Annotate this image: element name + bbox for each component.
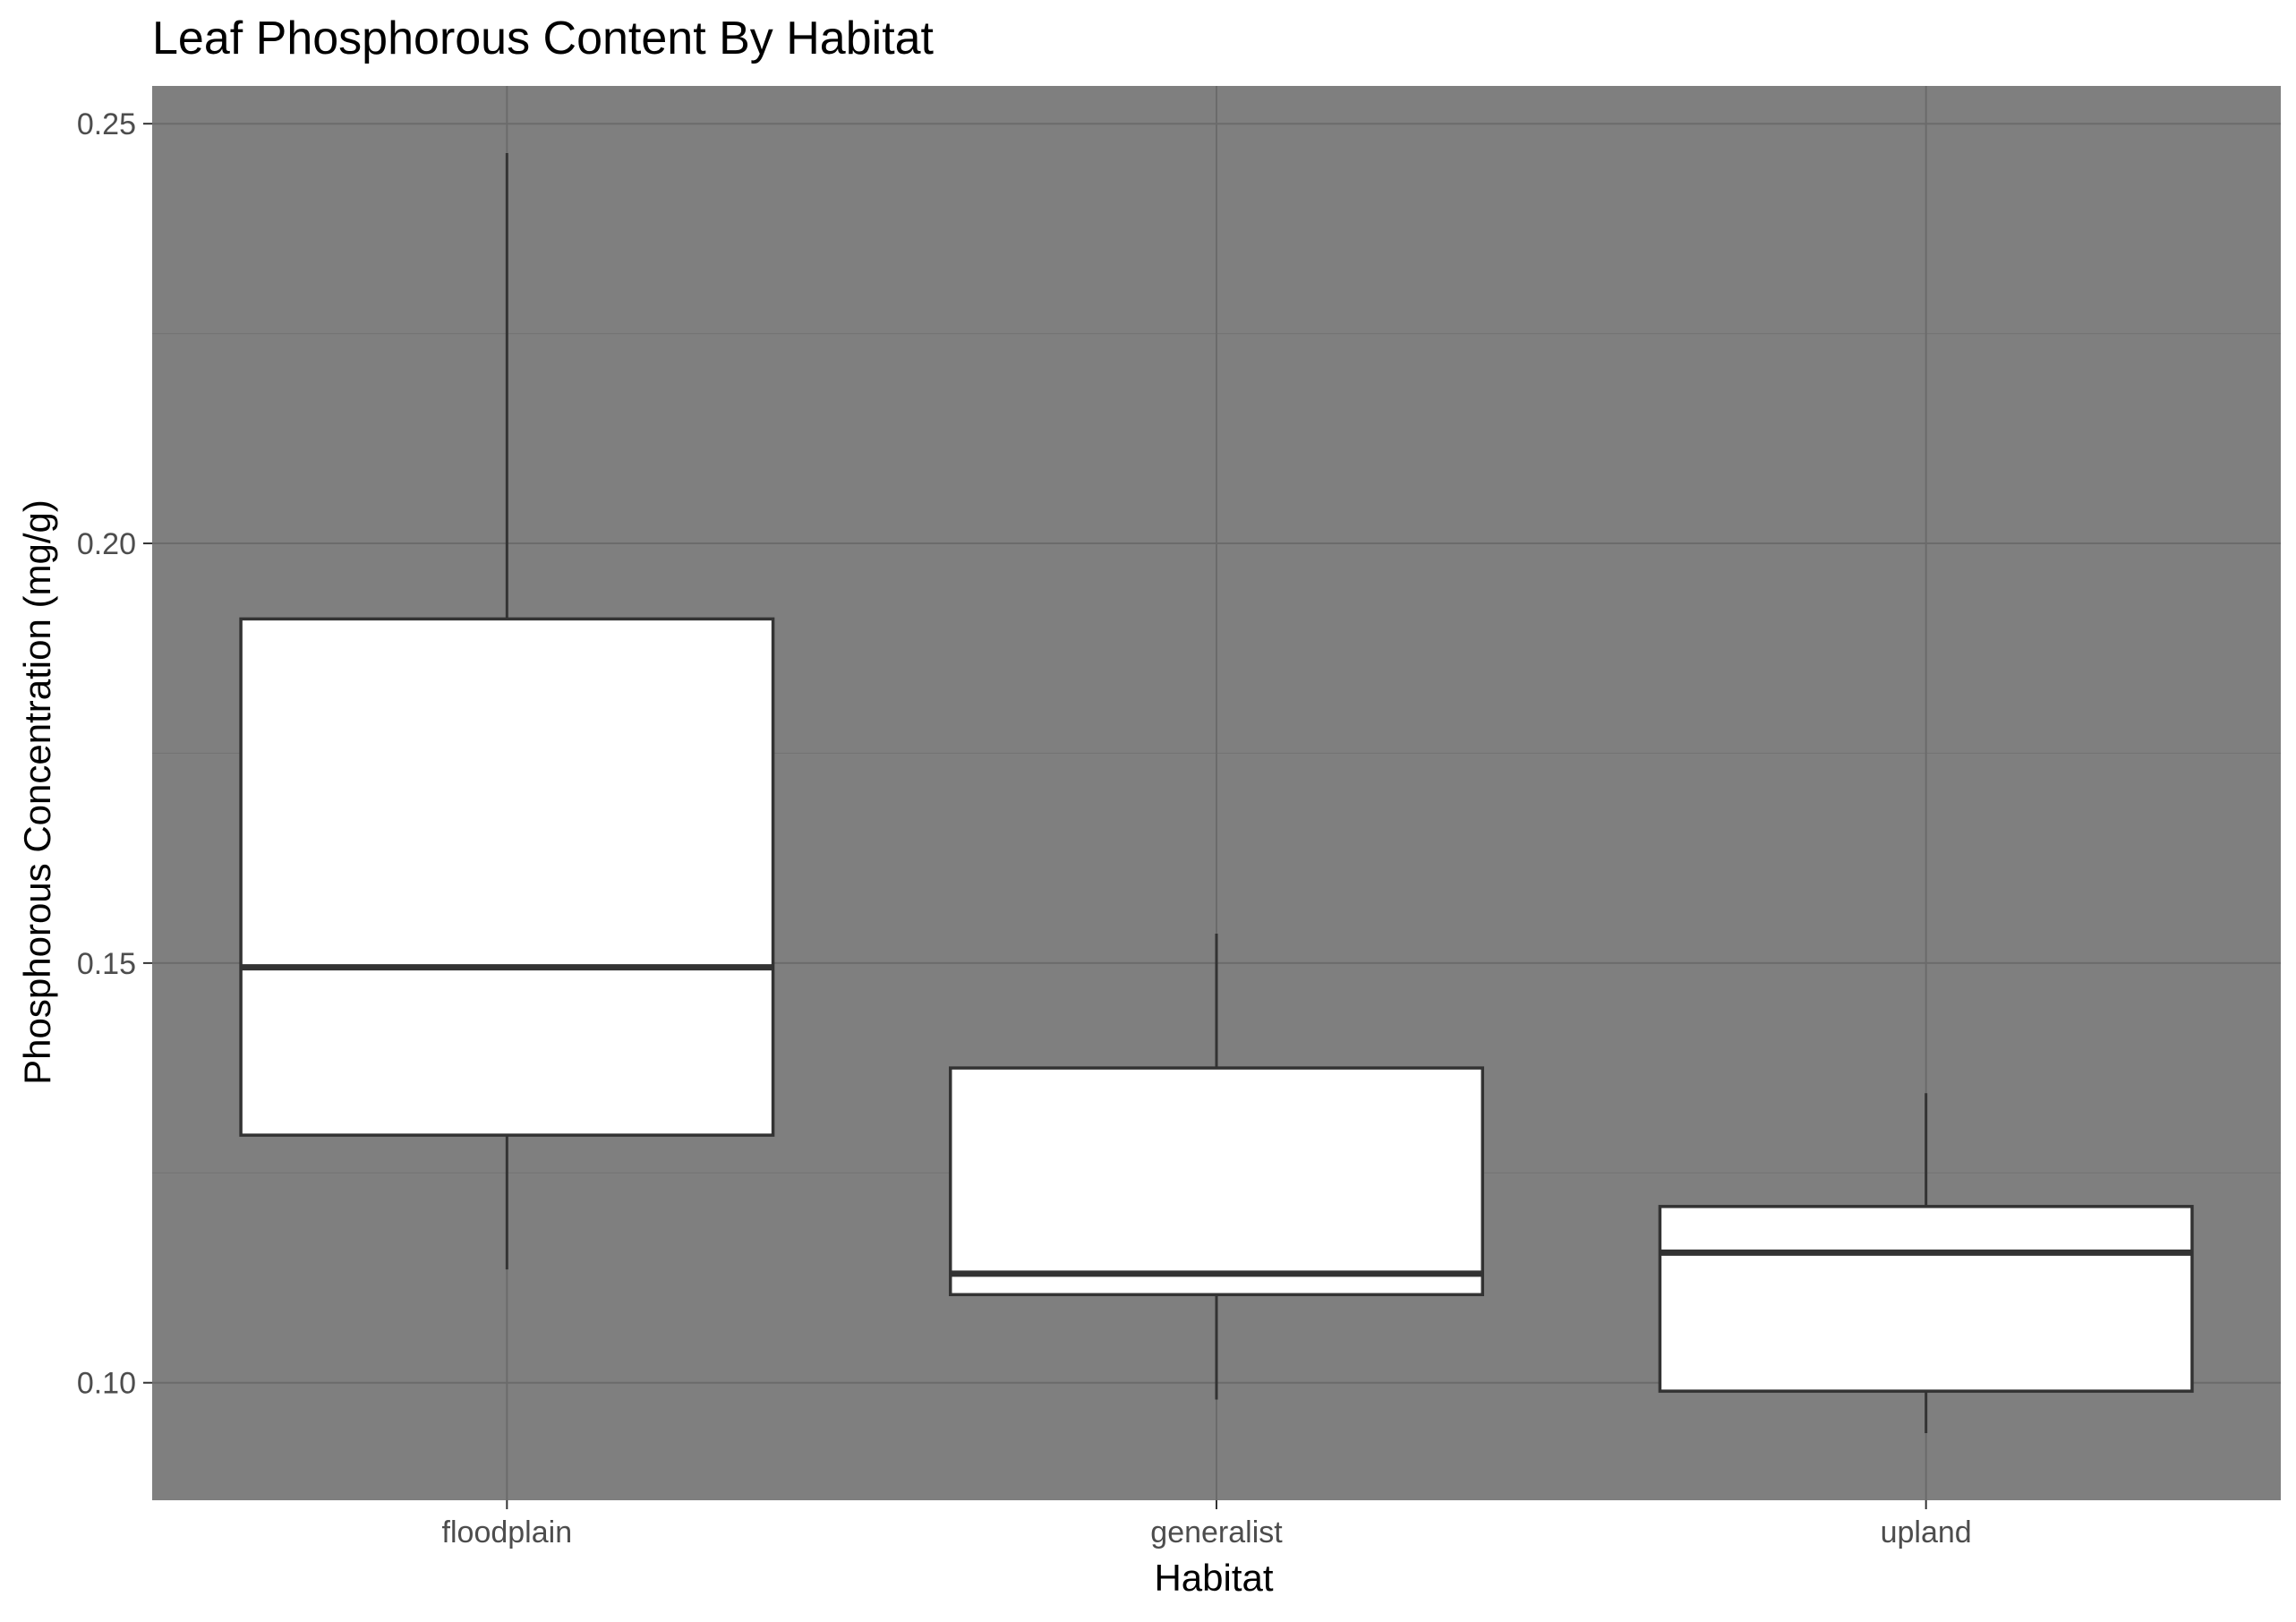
x-axis: floodplain generalist upland [442, 1500, 1972, 1549]
y-tick-label: 0.20 [77, 527, 136, 561]
box-iqr [949, 1066, 1484, 1297]
box-iqr [1658, 1205, 2194, 1393]
box-upland [1658, 1093, 2194, 1433]
y-tick-label: 0.15 [77, 947, 136, 981]
box-generalist [949, 934, 1484, 1400]
y-tick-label: 0.10 [77, 1367, 136, 1401]
y-tick-label: 0.25 [77, 107, 136, 141]
boxplot-marks [239, 153, 2194, 1433]
y-axis-title: Phosphorous Concentration (mg/g) [16, 499, 58, 1085]
x-tick-label: generalist [1150, 1515, 1283, 1549]
chart-title: Leaf Phosphorous Content By Habitat [152, 13, 935, 64]
box-iqr [239, 617, 775, 1137]
y-axis: 0.10 0.15 0.20 0.25 [77, 107, 152, 1401]
x-axis-title: Habitat [1154, 1557, 1273, 1599]
x-tick-label: floodplain [442, 1515, 573, 1549]
x-tick-label: upland [1881, 1515, 1972, 1549]
box-floodplain [239, 153, 775, 1270]
